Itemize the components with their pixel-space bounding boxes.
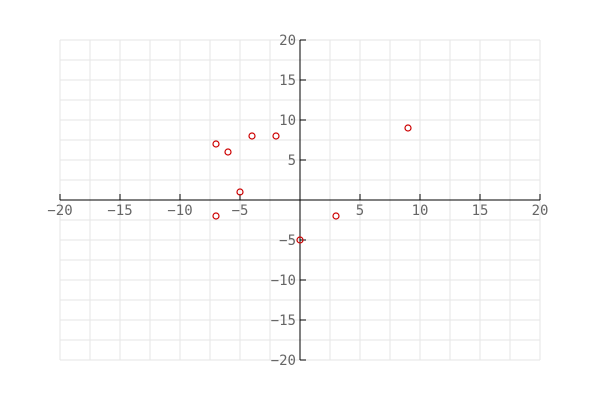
data-point — [224, 148, 232, 156]
y-tick-label: −5 — [279, 233, 296, 249]
data-point — [332, 212, 340, 220]
data-point — [212, 212, 220, 220]
data-point — [404, 124, 412, 132]
x-tick-label: −20 — [47, 203, 72, 219]
x-tick-label: 20 — [532, 203, 549, 219]
x-tick-label: −15 — [107, 203, 132, 219]
data-point — [236, 188, 244, 196]
x-tick-label: −10 — [167, 203, 192, 219]
y-tick-label: −10 — [271, 273, 296, 289]
data-point — [212, 140, 220, 148]
data-point — [248, 132, 256, 140]
x-tick-label: 10 — [412, 203, 429, 219]
y-tick-label: −20 — [271, 353, 296, 369]
y-tick-label: 5 — [288, 153, 296, 169]
x-tick-label: 15 — [472, 203, 489, 219]
data-points — [212, 124, 412, 244]
data-point — [272, 132, 280, 140]
y-tick-label: 15 — [279, 73, 296, 89]
y-tick-label: 20 — [279, 33, 296, 49]
x-tick-label: 5 — [356, 203, 364, 219]
x-tick-label: −5 — [232, 203, 249, 219]
data-point — [296, 236, 304, 244]
y-tick-label: 10 — [279, 113, 296, 129]
y-tick-label: −15 — [271, 313, 296, 329]
axes — [60, 40, 540, 360]
tick-labels: −20 −15 −10 −5 5 10 15 20 −20 −15 −10 −5 5 10 15 20 — [47, 33, 548, 369]
